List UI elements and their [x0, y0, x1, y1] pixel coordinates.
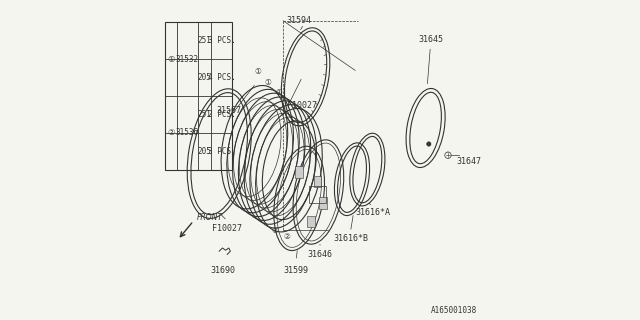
Text: 205: 205 — [198, 73, 211, 82]
FancyBboxPatch shape — [314, 176, 321, 187]
Text: 31567: 31567 — [216, 106, 241, 115]
Text: ①: ① — [254, 68, 261, 76]
Text: 251: 251 — [198, 36, 211, 45]
Text: ①: ① — [167, 55, 175, 64]
Text: 4 PCS.: 4 PCS. — [208, 73, 236, 82]
Text: 31645: 31645 — [418, 36, 443, 44]
Text: ②: ② — [283, 232, 290, 241]
Text: 31532: 31532 — [176, 55, 199, 64]
Text: FRONT: FRONT — [197, 213, 223, 222]
Text: 2 PCS.: 2 PCS. — [208, 110, 236, 119]
Text: 31647: 31647 — [456, 157, 481, 166]
Text: ①: ① — [276, 88, 282, 97]
Bar — [165, 22, 232, 170]
Text: F10027: F10027 — [287, 101, 317, 110]
Text: 3 PCS.: 3 PCS. — [208, 147, 236, 156]
FancyBboxPatch shape — [296, 166, 303, 178]
Text: 251: 251 — [198, 110, 211, 119]
Text: 31594: 31594 — [287, 16, 312, 25]
Text: 31616*A: 31616*A — [355, 208, 390, 217]
Text: 31646: 31646 — [307, 250, 333, 259]
Circle shape — [426, 142, 431, 146]
Text: 31690: 31690 — [210, 266, 235, 275]
Text: ②: ② — [167, 128, 175, 137]
Text: 31616*B: 31616*B — [333, 234, 368, 243]
Text: 31536: 31536 — [176, 128, 199, 137]
Text: 3 PCS.: 3 PCS. — [208, 36, 236, 45]
Text: ②: ② — [271, 226, 278, 235]
Text: F10027: F10027 — [212, 224, 242, 233]
Text: A165001038: A165001038 — [431, 306, 477, 315]
Text: ①: ① — [264, 78, 271, 87]
FancyBboxPatch shape — [307, 215, 315, 227]
Text: 31599: 31599 — [284, 266, 308, 275]
Text: 205: 205 — [198, 147, 211, 156]
FancyBboxPatch shape — [319, 197, 326, 209]
Bar — [308, 186, 326, 203]
